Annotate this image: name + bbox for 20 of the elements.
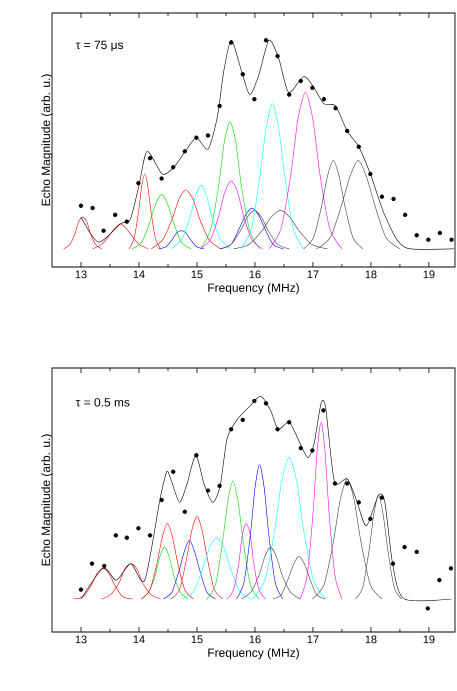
x-tick-label: 16 (250, 636, 261, 644)
x-tick-label: 16 (250, 270, 261, 278)
x-tick-label: 15 (192, 270, 203, 278)
y-axis-title: Echo Magnitude (arb. u.) (41, 434, 52, 566)
annotation: τ = 75 μs (76, 40, 124, 52)
y-axis-title: Echo Magnitude (arb. u.) (41, 74, 52, 206)
x-tick-label: 13 (76, 270, 87, 278)
x-tick-label: 14 (134, 270, 145, 278)
x-tick-label: 19 (424, 270, 434, 278)
x-tick-label: 18 (366, 270, 377, 278)
x-axis-title: Frequency (MHz) (208, 648, 299, 660)
x-tick-label: 19 (424, 636, 434, 644)
x-tick-label: 13 (76, 636, 87, 644)
annotation: τ = 0.5 ms (76, 398, 130, 407)
x-tick-label: 18 (366, 636, 377, 644)
x-axis-title: Frequency (MHz) (208, 283, 299, 294)
x-tick-label: 15 (192, 636, 203, 644)
x-tick-label: 17 (308, 636, 318, 644)
x-tick-label: 17 (308, 270, 318, 278)
x-tick-label: 14 (134, 636, 145, 644)
